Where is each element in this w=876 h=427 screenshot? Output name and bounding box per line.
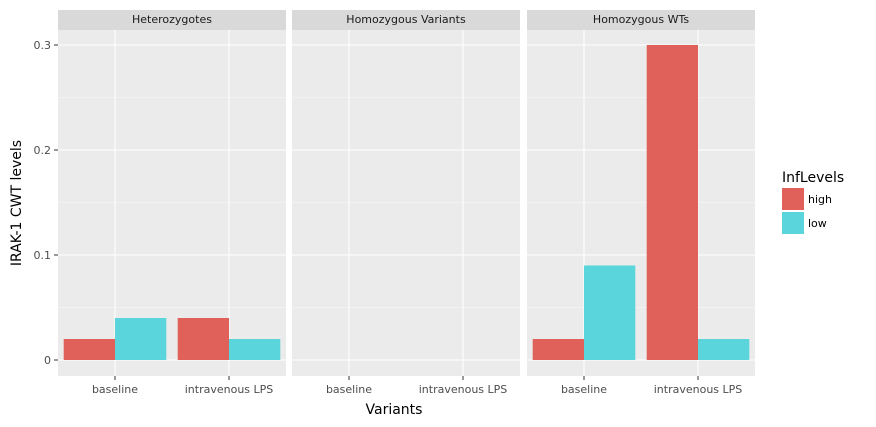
y-tick-label: 0.1 bbox=[34, 249, 52, 262]
x-tick-label: intravenous LPS bbox=[185, 383, 274, 396]
facet-strip bbox=[58, 10, 286, 30]
x-tick-label: intravenous LPS bbox=[419, 383, 508, 396]
panel-background bbox=[58, 30, 286, 376]
x-axis-title: Variants bbox=[366, 402, 423, 418]
facet-title: Heterozygotes bbox=[132, 13, 212, 26]
legend-label-high: high bbox=[808, 193, 832, 206]
facet-panel: Homozygous WTs baseline intravenous LPS bbox=[527, 10, 755, 396]
x-tick-label: baseline bbox=[326, 383, 372, 396]
y-axis-title: IRAK-1 CWT levels bbox=[9, 140, 25, 266]
bar-high bbox=[63, 339, 115, 360]
facet-strip bbox=[527, 10, 755, 30]
y-tick-label: 0.2 bbox=[34, 144, 52, 157]
legend-key-high bbox=[782, 188, 804, 210]
facet-panel: Homozygous Variants baseline intravenous L… bbox=[292, 10, 520, 396]
legend-label-low: low bbox=[808, 217, 827, 230]
facet-title: Homozygous Variants bbox=[346, 13, 466, 26]
bar-high bbox=[532, 339, 584, 360]
bar-low bbox=[698, 339, 750, 360]
legend: InfLevels high low bbox=[782, 170, 844, 234]
facet-strip bbox=[292, 10, 520, 30]
bar-high bbox=[177, 318, 229, 360]
bar-low bbox=[584, 265, 636, 360]
bar-high bbox=[646, 45, 698, 360]
x-tick-label: intravenous LPS bbox=[654, 383, 743, 396]
panel-background bbox=[527, 30, 755, 376]
x-tick-label: baseline bbox=[92, 383, 138, 396]
facet-title: Homozygous WTs bbox=[593, 13, 689, 26]
bar-low bbox=[229, 339, 281, 360]
legend-key-low bbox=[782, 212, 804, 234]
facet-panel: Heterozygotes baseline intravenous LPS bbox=[58, 10, 286, 396]
x-tick-label: baseline bbox=[561, 383, 607, 396]
legend-title: InfLevels bbox=[782, 170, 844, 186]
y-tick-label: 0 bbox=[44, 354, 51, 367]
y-axis: 0 0.1 0.2 0.3 bbox=[34, 39, 58, 367]
bar-low bbox=[115, 318, 167, 360]
panel-background bbox=[292, 30, 520, 376]
y-tick-label: 0.3 bbox=[34, 39, 52, 52]
